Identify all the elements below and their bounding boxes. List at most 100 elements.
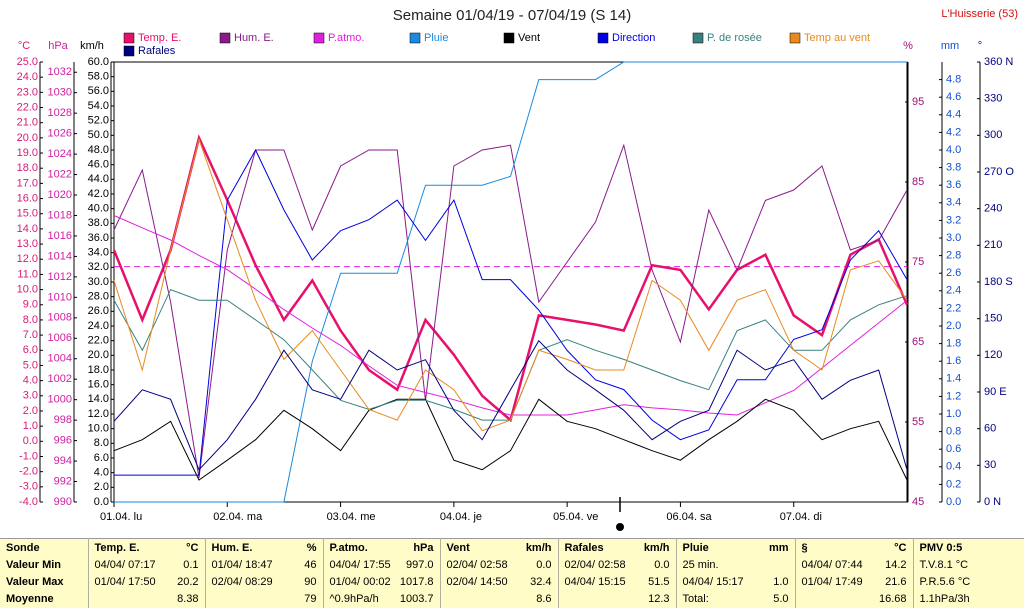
data-cell: P.R.5.6 °C: [912, 573, 1024, 591]
y-tick-label: 210: [984, 239, 1002, 251]
header-cell: Vent km/h: [439, 538, 558, 557]
y-tick-label: 240: [984, 203, 1002, 215]
data-cell: 16.68: [794, 590, 913, 608]
y-tick-label: 38.0: [88, 217, 109, 229]
y-tick-label: 270 O: [984, 166, 1014, 178]
y-tick-label: 4.0: [94, 467, 109, 479]
data-cell: 12.3: [557, 590, 676, 608]
cell-box: 02/04/ 08:29 90: [212, 576, 317, 588]
y-tick-label: 3.0: [946, 232, 961, 244]
x-tick-label: 06.04. sa: [666, 511, 712, 523]
cell-box: 04/04/ 07:44 14.2: [802, 559, 907, 571]
legend-swatch: [409, 32, 421, 44]
cell-value: 1017.8: [399, 576, 434, 589]
column-name: Rafales: [564, 541, 604, 554]
cell-box: Total: 5.0: [683, 593, 789, 605]
cell-box: 12.3: [565, 593, 670, 606]
axis-unit: °: [978, 40, 982, 52]
y-tick-label: 1.2: [946, 390, 961, 402]
y-tick-label: 4.2: [946, 126, 961, 138]
data-cell: 02/04/ 02:58 0.0: [557, 556, 676, 574]
series-line: [113, 143, 908, 479]
axis-unit: mm: [941, 40, 959, 52]
cell-box: 8.38: [95, 593, 198, 605]
data-cell: 79: [204, 590, 323, 608]
y-tick-label: 1006: [48, 332, 72, 344]
column-unit: %: [306, 541, 317, 554]
cell-box: 8.6: [447, 593, 551, 605]
y-tick-label: 32.0: [88, 261, 109, 273]
y-tick-label: 1024: [48, 148, 72, 160]
legend-label: Temp au vent: [804, 32, 870, 44]
data-cell: 8.38: [87, 590, 205, 608]
cell-box: 04/04/ 07:17 0.1: [95, 559, 199, 571]
cell-box: 01/04/ 17:50 20.2: [95, 576, 199, 588]
y-tick-label: 17.0: [17, 177, 38, 189]
cell-text: 25 min.: [682, 558, 719, 571]
data-cell: 04/04/ 07:44 14.2: [794, 556, 913, 574]
cell-value: 5.0: [773, 593, 789, 606]
cell-box: 04/04/ 15:17 1.0: [683, 576, 789, 588]
y-tick-label: 0.2: [946, 478, 961, 490]
legend-swatch: [503, 32, 515, 44]
y-tick-label: 3.4: [946, 197, 961, 209]
cell-box: 16.68: [802, 593, 907, 605]
cell-box: PMV 0:5: [920, 542, 1019, 554]
cell-box: 01/04/ 00:02 1017.8: [330, 576, 434, 588]
y-tick-label: 46.0: [88, 159, 109, 171]
y-tick-label: -2.0: [19, 466, 38, 478]
axis-unit: hPa: [48, 40, 68, 52]
cell-text: 01/04/ 17:50: [94, 576, 156, 589]
y-tick-label: 3.0: [23, 390, 38, 402]
y-tick-label: 0.4: [946, 461, 961, 473]
cell-box: 25 min.: [683, 559, 789, 571]
header-cell: § °C: [794, 538, 913, 557]
series-line: [113, 215, 908, 416]
cell-value: 14.2: [885, 558, 907, 571]
data-cell: 04/04/ 07:17 0.1: [87, 556, 205, 574]
axis-unit: %: [903, 40, 913, 52]
y-tick-label: 75: [912, 256, 924, 268]
cell-box: P.atmo. hPa: [330, 542, 434, 554]
cell-value: 32.4: [530, 576, 552, 589]
cell-box: 01/04/ 17:49 21.6: [802, 576, 907, 588]
axis-unit: °C: [18, 40, 30, 52]
cell-value: 21.6: [885, 576, 907, 589]
column-name: §: [801, 541, 808, 554]
data-row: Moyenne 8.38 79 ^0.9hPa/h 1003.7 8.6 12.3 Total…: [0, 590, 1024, 608]
cell-value: 1003.7: [399, 593, 434, 606]
chart: Semaine 01/04/19 - 07/04/19 (S 14) L'Hui…: [17, 7, 1018, 531]
cell-box: 04/04/ 15:15 51.5: [565, 576, 670, 588]
y-tick-label: 16.0: [88, 379, 109, 391]
y-tick-label: 0.0: [23, 435, 38, 447]
y-tick-label: 8.0: [94, 437, 109, 449]
y-tick-label: 0.6: [946, 443, 961, 455]
data-row: Valeur Min 04/04/ 07:17 0.1 01/04/ 18:47 46 0…: [0, 556, 1024, 574]
y-tick-label: 23.0: [17, 86, 38, 98]
y-tick-label: 85: [912, 176, 924, 188]
y-tick-label: 11.0: [17, 268, 38, 280]
y-tick-label: 1.4: [946, 373, 961, 385]
column-unit: mm: [768, 541, 789, 554]
series-line: [113, 137, 908, 432]
cell-text: P.R.5.6 °C: [919, 576, 971, 589]
y-tick-label: 300: [984, 129, 1002, 141]
y-tick-label: 30.0: [88, 276, 109, 288]
cell-text: 04/04/ 07:17: [94, 558, 156, 571]
cell-text: 02/04/ 14:50: [446, 576, 508, 589]
y-tick-label: 55: [912, 416, 924, 428]
data-cell: Total: 5.0: [675, 590, 795, 608]
y-tick-label: 1008: [48, 312, 72, 324]
data-cell: 04/04/ 15:17 1.0: [675, 573, 795, 591]
y-tick-label: 0.8: [946, 426, 961, 438]
y-tick-label: 1010: [48, 291, 72, 303]
column-unit: km/h: [643, 541, 670, 554]
cell-value: 51.5: [648, 576, 670, 589]
cell-value: 12.3: [648, 593, 670, 606]
data-cell: 04/04/ 15:15 51.5: [557, 573, 676, 591]
y-tick-label: 180 S: [984, 276, 1013, 288]
cell-text: T.V.8.1 °C: [919, 558, 969, 571]
axis-unit: km/h: [80, 40, 104, 52]
y-tick-label: 44.0: [88, 173, 109, 185]
y-tick-label: 15.0: [17, 208, 38, 220]
